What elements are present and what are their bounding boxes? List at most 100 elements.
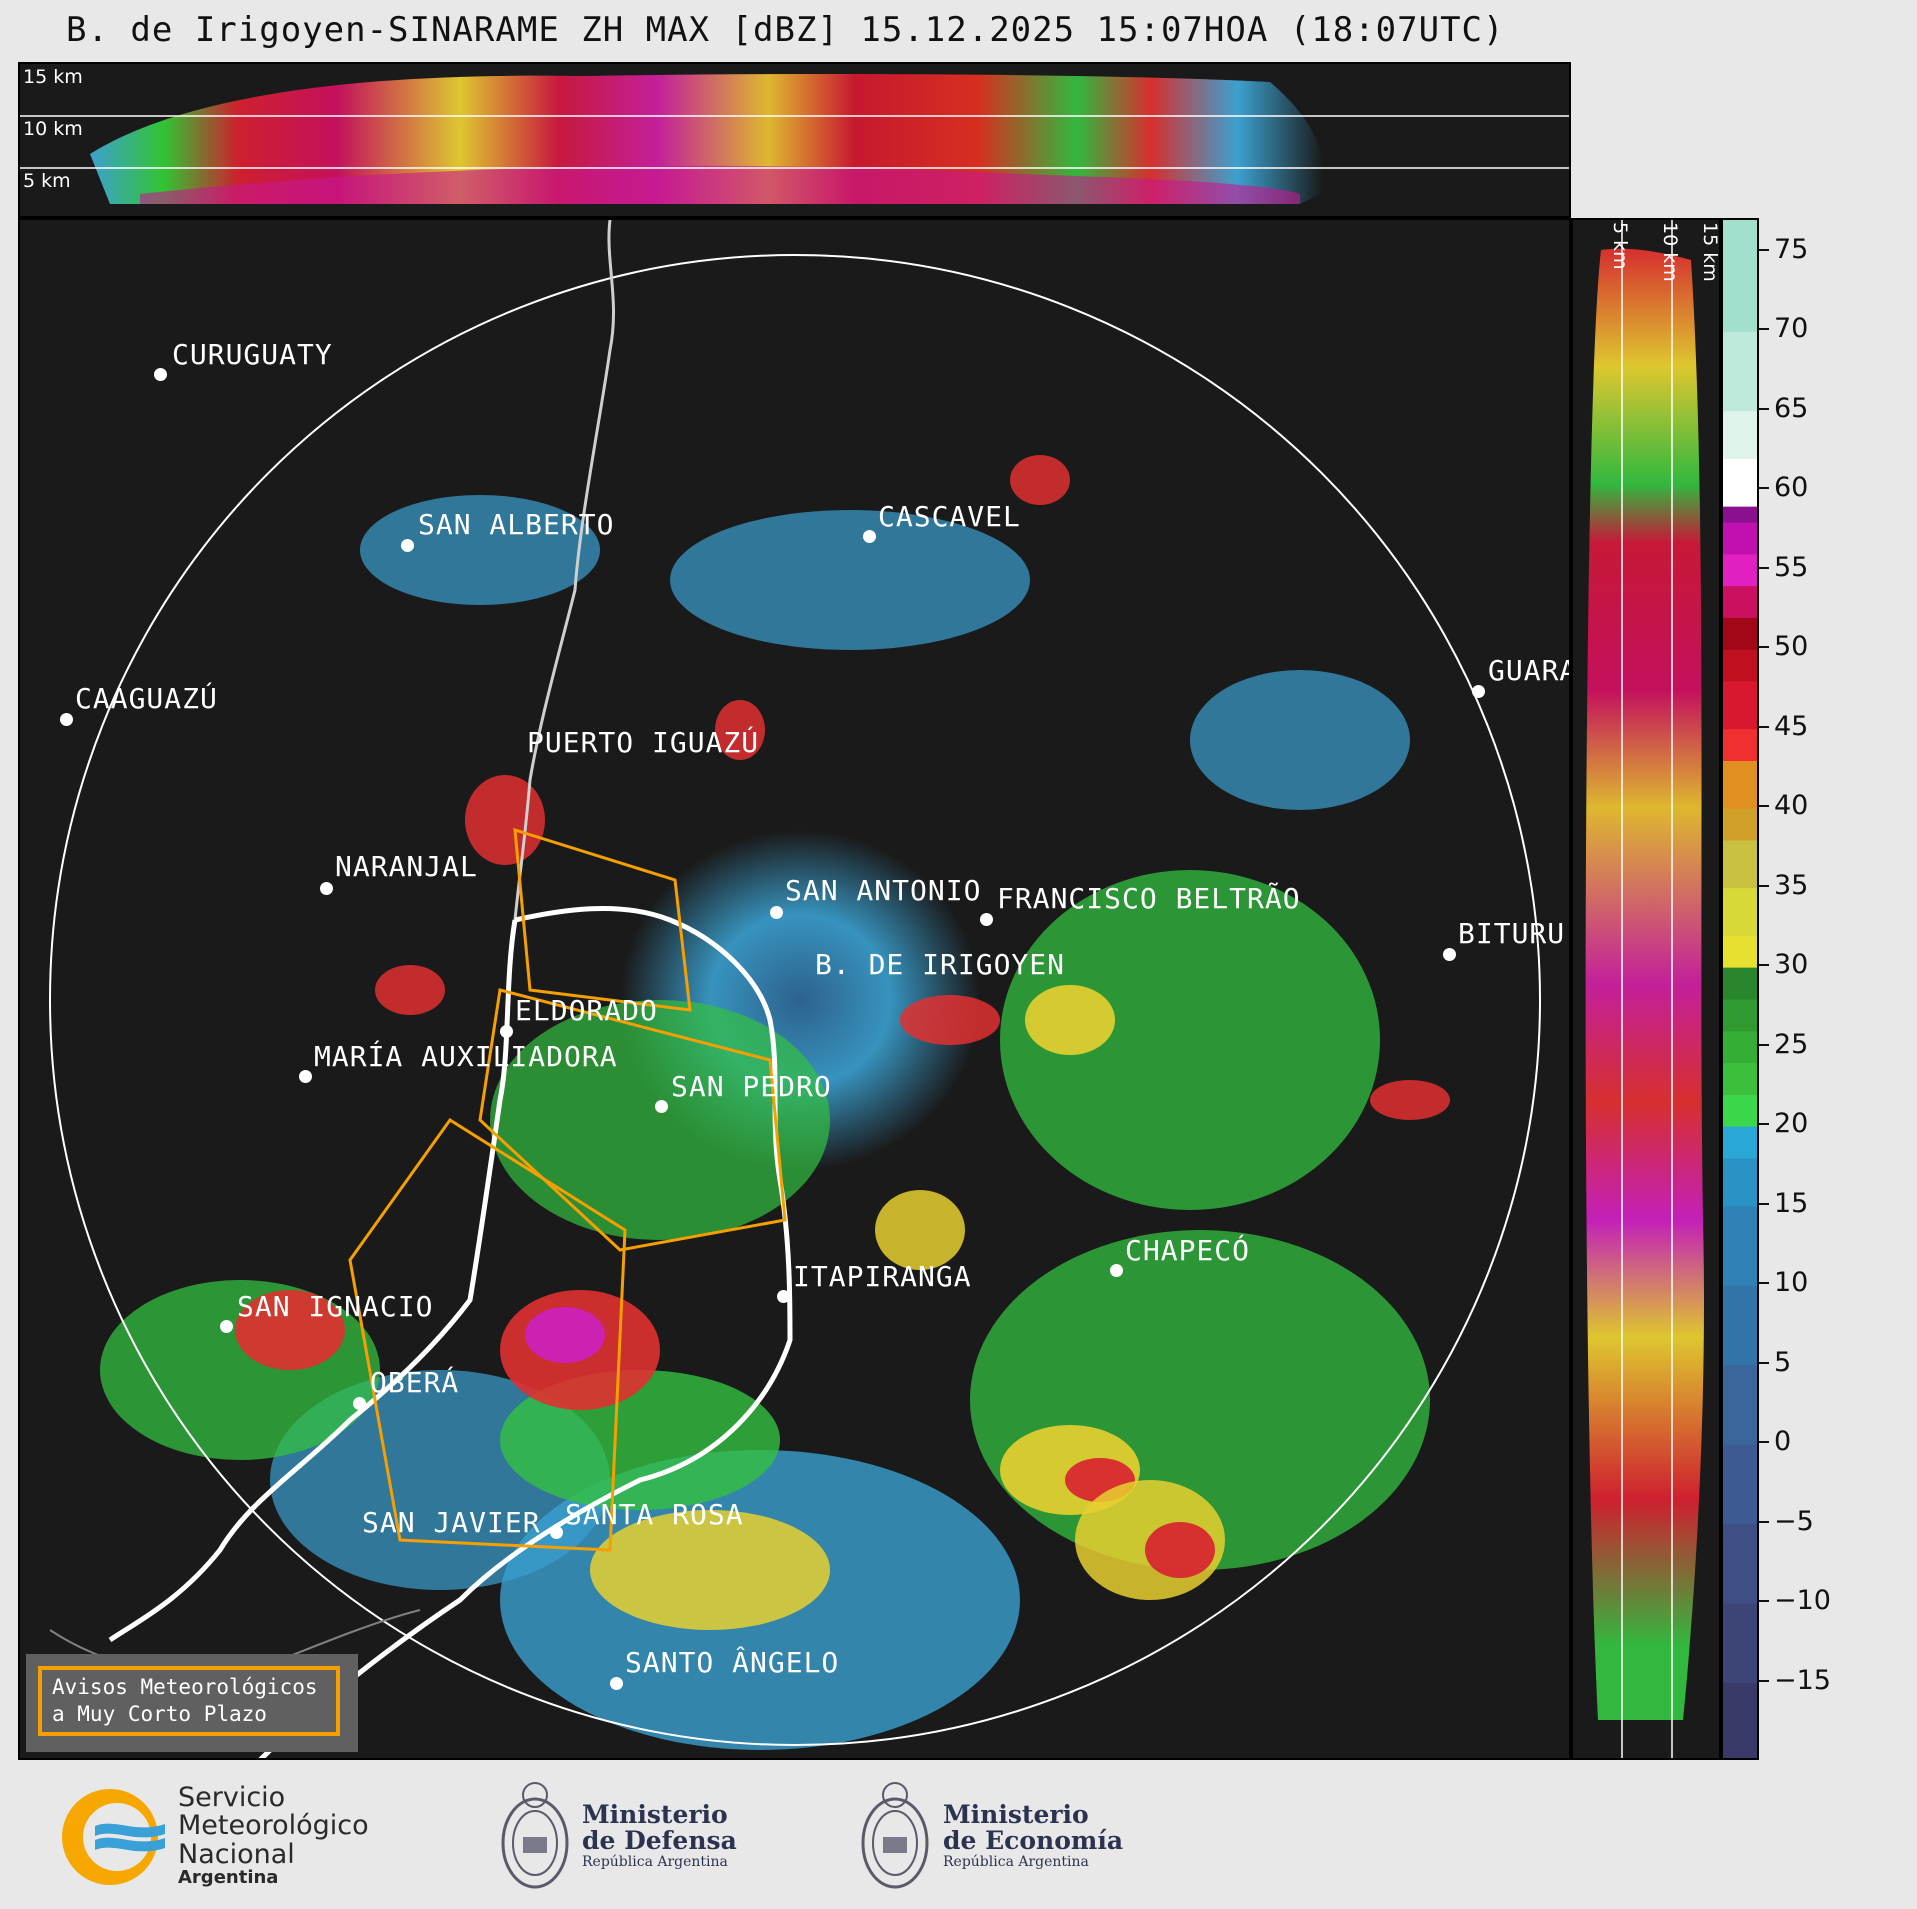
colorbar-swatch <box>1723 728 1757 761</box>
city-dot-itapiranga <box>777 1290 790 1303</box>
colorbar-swatches <box>1723 220 1757 1758</box>
right-alt-15km: 15 km <box>1699 222 1721 282</box>
warning-legend-line1: Avisos Meteorológicos <box>52 1675 318 1699</box>
colorbar-tick-label: 60 <box>1774 472 1809 504</box>
colorbar-swatch <box>1723 1062 1757 1095</box>
colorbar-tick <box>1759 248 1769 251</box>
colorbar-tick <box>1759 1361 1769 1364</box>
top-echo-band <box>20 74 1569 204</box>
colorbar-tick-label: 65 <box>1774 392 1809 424</box>
defensa-seal-icon <box>501 1782 569 1889</box>
colorbar-swatch <box>1723 808 1757 841</box>
city-dot-caaguazu <box>60 713 73 726</box>
colorbar-swatch <box>1723 1523 1757 1604</box>
colorbar-tick-label: 55 <box>1774 551 1809 583</box>
city-dot-cascavel <box>863 530 876 543</box>
city-label-san-ignacio: SAN IGNACIO <box>237 1290 434 1323</box>
warning-legend: Avisos Meteorológicos a Muy Corto Plazo <box>26 1654 358 1752</box>
colorbar-swatch <box>1723 1603 1757 1684</box>
colorbar-tick <box>1759 487 1769 490</box>
colorbar-tick <box>1759 884 1769 887</box>
dbz-colorbar <box>1721 218 1759 1760</box>
colorbar-swatch <box>1723 1030 1757 1064</box>
defensa-line3: República Argentina <box>582 1853 728 1870</box>
city-label-santo-angelo: SANTO ÂNGELO <box>625 1646 840 1679</box>
colorbar-swatch <box>1723 220 1757 332</box>
colorbar-swatch <box>1723 1364 1757 1445</box>
city-label-chapeco: CHAPECÓ <box>1125 1234 1251 1267</box>
colorbar-tick <box>1759 1123 1769 1126</box>
colorbar-tick <box>1759 1520 1769 1523</box>
city-label-francisco-beltrao: FRANCISCO BELTRÃO <box>997 882 1301 915</box>
right-alt-10km: 10 km <box>1659 222 1681 282</box>
city-dot-francisco-beltrao <box>980 913 993 926</box>
colorbar-tick <box>1759 566 1769 569</box>
colorbar-tick <box>1759 1282 1769 1285</box>
city-label-san-alberto: SAN ALBERTO <box>418 508 615 541</box>
city-label-san-antonio: SAN ANTONIO <box>785 874 982 907</box>
smn-line2: Meteorológico <box>178 1810 369 1842</box>
radar-map: CURUGUATY SAN ALBERTO CASCAVEL CAAGUAZÚ … <box>18 218 1571 1760</box>
map-title: B. de Irigoyen-SINARAME ZH MAX [dBZ] 15.… <box>66 10 1505 50</box>
warning-legend-line2: a Muy Corto Plazo <box>52 1702 267 1726</box>
city-label-eldorado: ELDORADO <box>515 994 658 1027</box>
colorbar-tick-label: 50 <box>1774 631 1809 663</box>
colorbar-swatch <box>1723 522 1757 555</box>
colorbar-tick-label: 40 <box>1774 790 1809 822</box>
city-dot-bituru <box>1443 948 1456 961</box>
colorbar-swatch <box>1723 1094 1757 1127</box>
city-label-naranjal: NARANJAL <box>335 850 478 883</box>
colorbar-tick-label: 20 <box>1774 1108 1809 1140</box>
colorbar-tick <box>1759 964 1769 967</box>
city-dot-chapeco <box>1110 1264 1123 1277</box>
colorbar-swatch <box>1723 410 1757 459</box>
colorbar-tick-label: 10 <box>1774 1267 1809 1299</box>
city-label-obera: OBERÁ <box>370 1366 460 1399</box>
colorbar-tick-label: −5 <box>1774 1505 1814 1537</box>
colorbar-tick-label: 70 <box>1774 313 1809 345</box>
colorbar-tick <box>1759 725 1769 728</box>
city-dot-san-alberto <box>401 539 414 552</box>
colorbar-swatch <box>1723 458 1757 507</box>
colorbar-tick <box>1759 805 1769 808</box>
city-label-santa-rosa: SANTA ROSA <box>565 1498 744 1531</box>
city-dot-guara <box>1472 685 1485 698</box>
city-dot-santo-angelo <box>610 1677 623 1690</box>
warning-legend-outline: Avisos Meteorológicos a Muy Corto Plazo <box>38 1666 340 1736</box>
colorbar-swatch <box>1723 967 1757 1000</box>
colorbar-tick <box>1759 1441 1769 1444</box>
colorbar-tick-label: 15 <box>1774 1187 1809 1219</box>
city-label-bituru: BITURU <box>1458 917 1566 950</box>
top-alt-5km: 5 km <box>23 170 71 192</box>
colorbar-swatch <box>1723 506 1757 523</box>
city-label-caaguazu: CAAGUAZÚ <box>75 682 218 715</box>
top-alt-15km: 15 km <box>23 66 83 88</box>
colorbar-swatch <box>1723 331 1757 412</box>
colorbar-tick <box>1759 1043 1769 1046</box>
city-label-curuguaty: CURUGUATY <box>172 338 333 371</box>
colorbar-tick <box>1759 1600 1769 1603</box>
city-dot-santa-rosa <box>550 1526 563 1539</box>
city-dot-maria-auxiliadora <box>299 1070 312 1083</box>
colorbar-tick <box>1759 1202 1769 1205</box>
smn-logo-icon <box>62 1789 165 1885</box>
colorbar-swatch <box>1723 1157 1757 1207</box>
colorbar-swatch <box>1723 649 1757 682</box>
right-echo-band <box>1585 220 1704 1758</box>
economia-line2: de Economía <box>943 1826 1124 1856</box>
smn-line4: Argentina <box>178 1867 279 1889</box>
city-dot-eldorado <box>500 1025 513 1038</box>
colorbar-tick-label: 25 <box>1774 1028 1809 1060</box>
defensa-logo-text: Ministerio de Defensa República Argentin… <box>582 1801 737 1870</box>
defensa-line2: de Defensa <box>582 1826 737 1856</box>
colorbar-tick-label: 75 <box>1774 233 1809 265</box>
colorbar-tick-label: 30 <box>1774 949 1809 981</box>
top-alt-10km: 10 km <box>23 118 83 140</box>
colorbar-tick <box>1759 407 1769 410</box>
colorbar-tick-label: 35 <box>1774 869 1809 901</box>
colorbar-tick-label: 5 <box>1774 1346 1792 1378</box>
city-dot-naranjal <box>320 882 333 895</box>
city-label-puerto-iguazu: PUERTO IGUAZÚ <box>527 726 760 759</box>
city-label-cascavel: CASCAVEL <box>878 500 1021 533</box>
colorbar-swatch <box>1723 1205 1757 1286</box>
